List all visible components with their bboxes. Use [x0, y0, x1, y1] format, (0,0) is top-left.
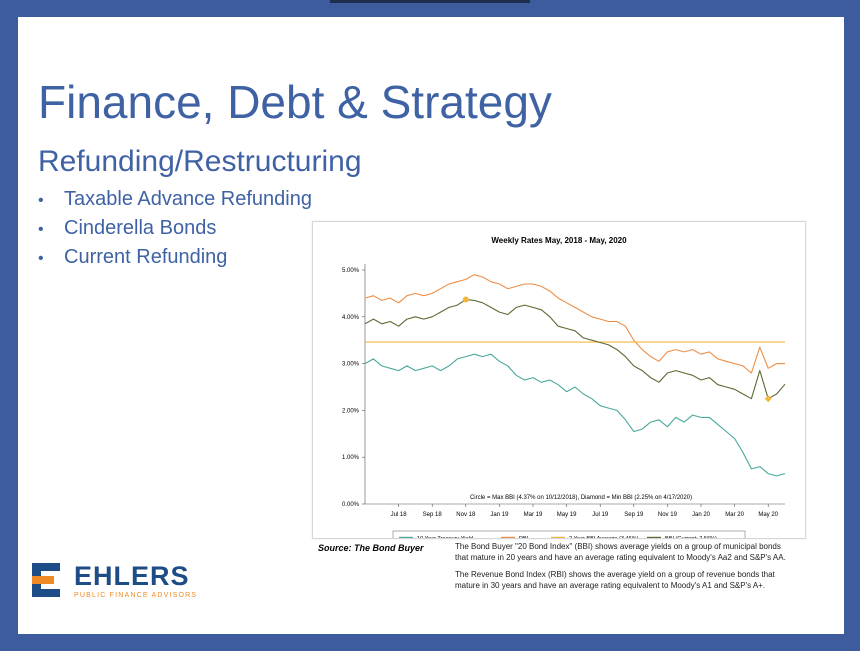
- legend-label: BBI (Current: 2.56%): [665, 536, 717, 538]
- bbi-definition: The Bond Buyer "20 Bond Index" (BBI) sho…: [455, 542, 786, 562]
- y-tick-label: 4.00%: [342, 315, 360, 321]
- bullet-list: Taxable Advance Refunding Cinderella Bon…: [38, 185, 312, 272]
- x-tick-label: Mar 20: [725, 512, 744, 518]
- rbi-definition: The Revenue Bond Index (RBI) shows the a…: [455, 570, 775, 590]
- slide-title: Finance, Debt & Strategy: [38, 76, 552, 128]
- series-line-1: [364, 353, 786, 477]
- bullet-item: Cinderella Bonds: [38, 214, 312, 243]
- y-tick-label: 0.00%: [342, 502, 360, 508]
- x-tick-label: Sep 18: [423, 512, 443, 518]
- x-tick-label: Nov 19: [658, 512, 678, 518]
- y-tick-label: 1.00%: [342, 455, 360, 461]
- series-line-4: [364, 298, 786, 400]
- legend-box: [392, 530, 746, 538]
- logo-tagline: PUBLIC FINANCE ADVISORS: [74, 592, 198, 599]
- legend-label: 10 Year Treasury Yield: [417, 536, 473, 538]
- legend-label: RBI: [519, 536, 529, 538]
- ehlers-logo: EHLERS PUBLIC FINANCE ADVISORS: [30, 557, 210, 605]
- ehlers-logo-icon: [32, 563, 60, 597]
- y-axis: 0.00% 1.00% 2.00% 3.00% 4.00% 5.00%: [342, 264, 366, 508]
- chart-legend: 10 Year Treasury Yield RBI 2 Year BBI Aver…: [392, 530, 746, 538]
- bullet-item: Taxable Advance Refunding: [38, 185, 312, 214]
- x-tick-label: May 19: [557, 512, 577, 518]
- logo-wordmark: EHLERS: [74, 561, 190, 591]
- chart-markers: [462, 296, 772, 403]
- x-axis: Jul 18 Sep 18 Nov 18 Jan 19 Mar 19 May 19 Jul …: [365, 503, 785, 518]
- y-tick-label: 2.00%: [342, 408, 360, 414]
- x-tick-label: Jul 19: [592, 512, 609, 518]
- y-tick-label: 5.00%: [342, 268, 360, 274]
- x-tick-label: Mar 19: [524, 512, 543, 518]
- max-bbi-marker: [462, 296, 469, 303]
- chart-source: Source: The Bond Buyer: [318, 543, 424, 553]
- slide-subtitle: Refunding/Restructuring: [38, 145, 362, 178]
- x-tick-label: May 20: [758, 512, 778, 518]
- legend-label: 2 Year BBI Average (3.46%): [569, 536, 639, 538]
- y-tick-label: 3.00%: [342, 362, 360, 368]
- x-tick-label: Jan 20: [692, 512, 711, 518]
- chart-svg: Weekly Rates May, 2018 - May, 2020 Circl…: [342, 236, 786, 538]
- x-tick-label: Jul 18: [391, 512, 408, 518]
- window-top-bar: [330, 0, 530, 3]
- x-tick-label: Sep 19: [624, 512, 644, 518]
- chart-title: Weekly Rates May, 2018 - May, 2020: [491, 236, 627, 245]
- bullet-item: Current Refunding: [38, 243, 312, 272]
- rates-chart: Weekly Rates May, 2018 - May, 2020 Circl…: [312, 221, 806, 539]
- chart-series-group: [364, 274, 786, 477]
- min-bbi-marker: [764, 395, 772, 403]
- chart-annotation: Circle = Max BBI (4.37% on 10/12/2018), …: [470, 495, 692, 501]
- presentation-slide: Finance, Debt & Strategy Refunding/Restr…: [18, 17, 844, 634]
- x-tick-label: Nov 18: [456, 512, 476, 518]
- x-tick-label: Jan 19: [490, 512, 509, 518]
- series-line-2: [364, 274, 785, 374]
